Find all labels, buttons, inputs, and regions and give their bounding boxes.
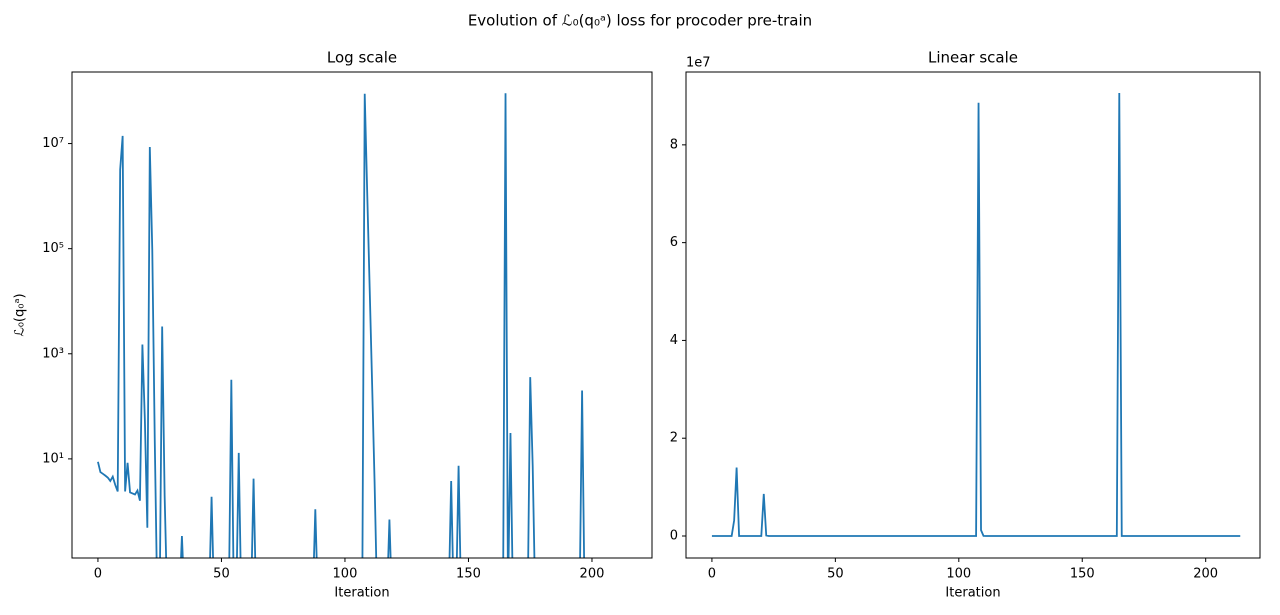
x-tick-label: 200 [1193, 567, 1218, 582]
x-tick-label: 50 [213, 567, 230, 582]
x-axis-label: Iteration [334, 586, 389, 601]
x-tick-label: 50 [827, 567, 844, 582]
loss-line [97, 93, 585, 558]
axes-frame [71, 71, 653, 559]
figure-title: Evolution of ℒ₀(q₀ᵃ) loss for procoder p… [468, 12, 812, 30]
y-tick-label: 10¹ [42, 451, 64, 466]
x-tick-label: 0 [94, 567, 102, 582]
x-tick-label: 200 [580, 567, 605, 582]
y-tick-label: 10⁵ [42, 241, 64, 256]
y-tick-label: 6 [670, 235, 678, 250]
axes-title: Log scale [327, 49, 397, 67]
y-tick-label: 10³ [42, 346, 64, 361]
y-tick-label: 10⁷ [42, 136, 64, 151]
x-axis-label: Iteration [945, 586, 1000, 601]
axes-frame [685, 71, 1261, 559]
x-tick-label: 100 [946, 567, 971, 582]
y-tick-label: 2 [670, 431, 678, 446]
offset-label: 1e7 [686, 56, 711, 71]
x-tick-label: 150 [1070, 567, 1095, 582]
x-tick-label: 150 [456, 567, 481, 582]
y-tick-label: 8 [670, 137, 678, 152]
y-tick-label: 4 [670, 333, 678, 348]
axes-title: Linear scale [928, 49, 1018, 67]
y-axis-label: ℒ₀(q₀ᵃ) [13, 293, 28, 336]
x-tick-label: 100 [333, 567, 358, 582]
x-tick-label: 0 [708, 567, 716, 582]
loss-line [711, 93, 1241, 537]
y-tick-label: 0 [670, 528, 678, 543]
